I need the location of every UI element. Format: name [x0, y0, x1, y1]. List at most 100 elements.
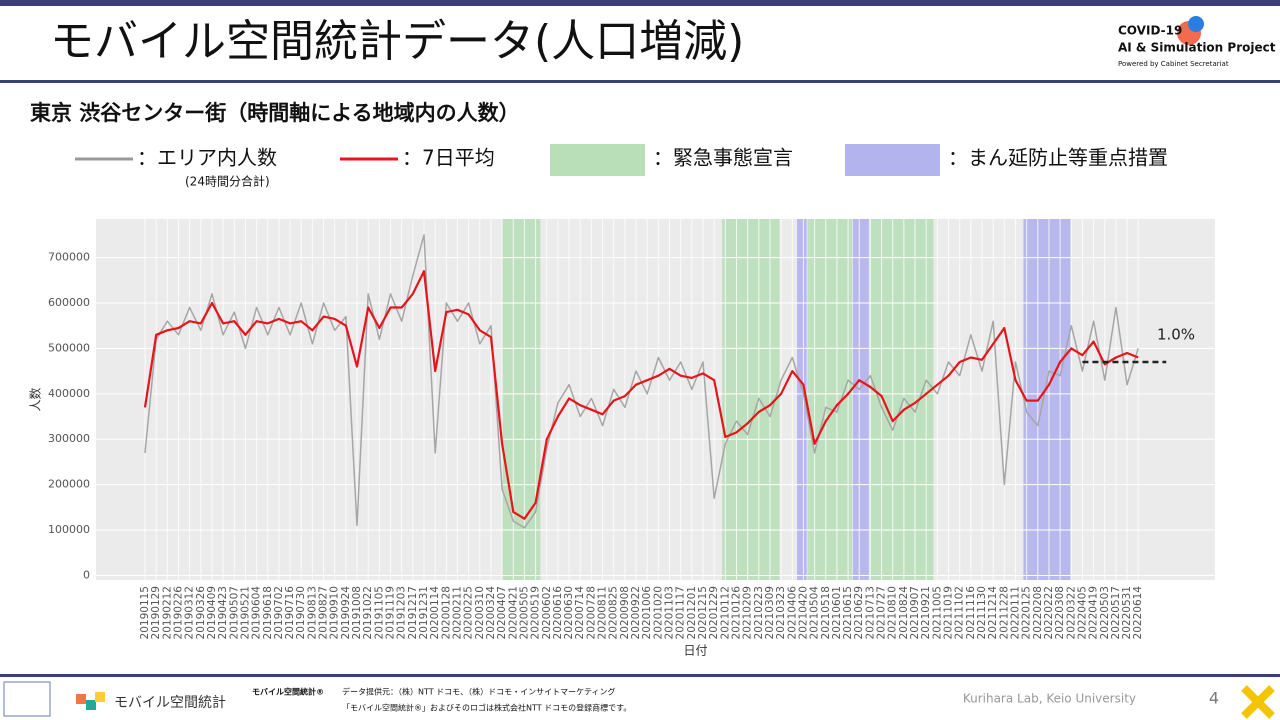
- x-tick-label: 20220419: [1088, 586, 1100, 639]
- lab: Kurihara Lab, Keio University: [963, 692, 1136, 706]
- series-line: [143, 270, 1139, 520]
- x-tick-label: 20211019: [943, 586, 955, 639]
- x-tick-label: 20200714: [574, 586, 586, 640]
- x-tick-label: 20200630: [563, 586, 575, 639]
- x-tick-label: 20220405: [1076, 586, 1088, 639]
- x-tick-label: 20210420: [797, 586, 809, 639]
- legend-swatch: [550, 144, 645, 176]
- legend-label: ：7日平均: [402, 146, 495, 170]
- x-tick-label: 20200407: [496, 586, 508, 639]
- brand: モバイル空間統計: [114, 695, 226, 711]
- legend-note: (24時間分合計): [185, 174, 270, 189]
- x-tick-label: 20210504: [809, 586, 821, 640]
- x-tick-label: 20190521: [239, 586, 251, 639]
- x-tick-label: 20210309: [764, 586, 776, 639]
- x-tick-label: 20211102: [954, 586, 966, 639]
- y-tick-label: 200000: [48, 478, 90, 491]
- x-tick-label: 20210126: [730, 586, 742, 640]
- x-tick-label: 20211116: [965, 586, 977, 640]
- x-tick-label: 20210615: [842, 586, 854, 639]
- period-span: [502, 219, 541, 580]
- x-tick-label: 20190423: [217, 586, 229, 639]
- x-tick-label: 20220125: [1021, 586, 1033, 639]
- brand-icon: [95, 692, 105, 702]
- logo-dot: [1188, 16, 1204, 32]
- period-span: [869, 219, 934, 580]
- legend-label: ：まん延防止等重点措置: [948, 146, 1168, 170]
- page-number: 4: [1209, 689, 1219, 708]
- x-tick-label: 20200825: [608, 586, 620, 639]
- y-tick-label: 400000: [48, 387, 90, 400]
- trademark: 「モバイル空間統計®」およびそのロゴは株式会社NTT ドコモの登録商標です。: [342, 703, 631, 713]
- x-tick-label: 20190129: [150, 586, 162, 639]
- brand-reg: モバイル空間統計®: [252, 687, 324, 697]
- source: データ提供元：（株）NTT ドコモ、（株）ドコモ・インサイトマーケティング: [342, 687, 616, 697]
- legend-swatch: [845, 144, 940, 176]
- y-tick-label: 0: [83, 568, 90, 581]
- x-tick-label: 20200310: [474, 586, 486, 639]
- x-tick-label: 20201215: [697, 586, 709, 639]
- x-tick-label: 20211228: [998, 586, 1010, 639]
- x-tick-label: 20210921: [920, 586, 932, 639]
- x-tick-label: 20201229: [708, 586, 720, 639]
- x-tick-label: 20220517: [1110, 586, 1122, 639]
- chart-title: 東京 渋谷センター街（時間軸による地域内の人数）: [30, 101, 520, 125]
- x-tick-label: 20200324: [485, 586, 497, 640]
- reference-label: 1.0%: [1157, 326, 1195, 344]
- x-tick-label: 20210601: [831, 586, 843, 639]
- x-tick-label: 20200421: [507, 586, 519, 639]
- x-tick-label: 20210518: [820, 586, 832, 639]
- period-span: [797, 219, 807, 580]
- logo-text: AI & Simulation Project: [1118, 41, 1276, 55]
- x-tick-label: 20190716: [284, 586, 296, 640]
- x-tick-label: 20210629: [853, 586, 865, 639]
- x-tick-label: 20191119: [385, 586, 397, 639]
- x-tick-label: 20220531: [1121, 586, 1133, 639]
- x-tick-label: 20200616: [552, 586, 564, 640]
- x-tick-label: 20190115: [139, 586, 151, 639]
- x-axis-label: 日付: [683, 644, 707, 658]
- x-tick-label: 20210406: [786, 586, 798, 640]
- x-tick-label: 20210323: [775, 586, 787, 639]
- x-tick-label: 20210713: [864, 586, 876, 639]
- x-tick-label: 20191008: [351, 586, 363, 639]
- x-tick-label: 20211005: [931, 586, 943, 639]
- x-tick-label: 20201006: [641, 586, 653, 640]
- x-tick-label: 20190910: [329, 586, 341, 639]
- x-tick-label: 20190924: [340, 586, 352, 640]
- x-tick-label: 20191231: [418, 586, 430, 639]
- x-tick-label: 20190604: [251, 586, 263, 640]
- slide-title: モバイル空間統計データ(人口増減): [50, 16, 744, 67]
- logo-text: COVID-19: [1118, 24, 1182, 38]
- x-tick-label: 20190312: [184, 586, 196, 639]
- x-tick-label: 20210112: [719, 586, 731, 639]
- x-tick-label: 20211130: [976, 586, 988, 639]
- x-tick-label: 20220208: [1032, 586, 1044, 639]
- x-tick-label: 20211214: [987, 586, 999, 640]
- x-tick-label: 20200908: [619, 586, 631, 639]
- x-tick-label: 20220222: [1043, 586, 1055, 639]
- x-tick-label: 20220111: [1009, 586, 1021, 639]
- x-tick-label: 20190226: [172, 586, 184, 640]
- x-tick-label: 20210810: [887, 586, 899, 639]
- x-tick-label: 20200114: [429, 586, 441, 640]
- y-tick-label: 500000: [48, 341, 90, 354]
- x-tick-label: 20191022: [362, 586, 374, 639]
- x-tick-label: 20201103: [664, 586, 676, 639]
- x-tick-label: 20210824: [898, 586, 910, 640]
- y-tick-label: 100000: [48, 523, 90, 536]
- x-tick-label: 20190507: [228, 586, 240, 639]
- y-tick-label: 700000: [48, 251, 90, 264]
- legend-label: ：エリア内人数: [137, 146, 277, 170]
- period-span: [852, 219, 869, 580]
- corner-logo: [1241, 685, 1275, 719]
- x-tick-label: 20210907: [909, 586, 921, 639]
- x-tick-label: 20200505: [518, 586, 530, 639]
- x-tick-label: 20220614: [1132, 586, 1144, 640]
- x-tick-label: 20200602: [541, 586, 553, 639]
- x-tick-label: 20190702: [273, 586, 285, 639]
- x-tick-label: 20200128: [440, 586, 452, 639]
- x-tick-label: 20190827: [318, 586, 330, 639]
- x-tick-label: 20200728: [585, 586, 597, 639]
